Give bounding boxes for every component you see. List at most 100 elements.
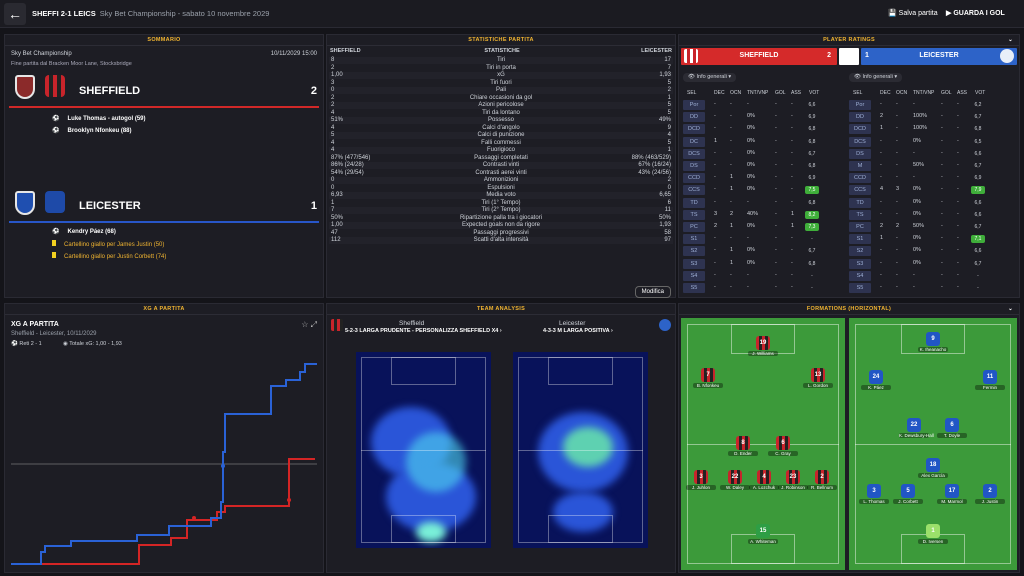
modify-button[interactable]: Modifica [634,286,671,298]
player-rating-row[interactable]: S1 - - - - - - [683,233,843,245]
player-marker[interactable]: 4 A. Lozchuk [749,470,779,490]
rating-value: 7,9 [971,186,985,195]
rating-cell: 0% [747,125,755,132]
player-rating-row[interactable]: TS 3 2 40% - 1 8,2 [683,209,843,221]
player-rating-row[interactable]: DS - - - - - 6,6 [849,148,1009,160]
player-rating-row[interactable]: DC 1 - 0% - - 6,8 [683,136,843,148]
ratings-column-header[interactable]: DEC [714,90,725,96]
save-match-button[interactable]: 💾 Salva partita [888,10,938,17]
player-marker[interactable]: 24 K. Páez [861,370,891,390]
player-marker[interactable]: 11 Fermin [975,370,1005,390]
player-rating-row[interactable]: CCD - 1 0% - - 6,9 [683,172,843,184]
player-rating-row[interactable]: TD - - 0% - - 6,6 [849,197,1009,209]
player-rating-row[interactable]: S2 - - 0% - - 6,6 [849,245,1009,257]
away-team-name[interactable]: LEICESTER [79,200,141,212]
ratings-column-header[interactable]: SEL [687,90,697,96]
ratings-column-header[interactable]: TNT/VNP [913,90,935,96]
ratings-column-header[interactable]: TNT/VNP [747,90,769,96]
player-marker[interactable]: 6 C. Gray [768,436,798,456]
rating-cell: - [941,247,943,254]
rating-cell: - [941,198,943,205]
player-name: M. Marmol [937,499,967,504]
ratings-column-header[interactable]: ASS [957,90,968,96]
ratings-column-header[interactable]: SEL [853,90,863,96]
home-filter-dropdown[interactable]: 👁 Info generali ▾ [683,73,737,82]
player-rating-row[interactable]: S1 1 - 0% - - 7,1 [849,233,1009,245]
player-marker[interactable]: 3 L. Thomas [859,484,889,504]
xg-actions[interactable]: ☆ ⤢ [301,320,317,329]
player-marker[interactable]: 6 T. Doyle [937,418,967,438]
home-formation-link[interactable]: 5-2-3 LARGA PRUDENTE - PERSONALIZZA SHEF… [345,328,502,334]
player-rating-row[interactable]: DCS - - 0% - - 6,5 [849,136,1009,148]
back-button[interactable]: ← [4,3,26,25]
xg-goals: ⚽ Reti 2 - 1 [11,341,42,347]
player-rating-row[interactable]: DCD 1 - 100% - - 6,8 [849,123,1009,135]
rating-cell: - [941,210,943,217]
player-rating-row[interactable]: DCS - - 0% - - 6,7 [683,148,843,160]
away-filter-dropdown[interactable]: 👁 Info generali ▾ [849,73,903,82]
player-marker[interactable]: 7 B. Nfonkeu [693,368,723,388]
position-label: CCD [683,173,705,184]
player-rating-row[interactable]: DS - - 0% - - 6,8 [683,160,843,172]
player-rating-row[interactable]: DCD - - 0% - - 6,8 [683,123,843,135]
player-marker[interactable]: 2 J. Justin [975,484,1005,504]
player-rating-row[interactable]: TD - - - - - 6,8 [683,197,843,209]
rating-cell: - [896,210,898,217]
player-rating-row[interactable]: CCD - - - - - 6,9 [849,172,1009,184]
player-marker[interactable]: 23 J. Robinson [778,470,808,490]
player-marker[interactable]: 15 A. Whiteman [748,524,778,544]
player-rating-row[interactable]: Por - - - - - 6,2 [849,99,1009,111]
player-name: J. Justin [975,499,1005,504]
xg-panel: XG A PARTITA XG A PARTITA ☆ ⤢ Sheffield … [4,303,324,573]
rating-cell: - [957,113,959,120]
player-rating-row[interactable]: M - - 50% - - 6,7 [849,160,1009,172]
player-marker[interactable]: 22 K. Dewsbury-Hall [899,418,934,438]
rating-cell: 50% [913,223,925,229]
ratings-column-header[interactable]: VOT [975,90,986,96]
player-rating-row[interactable]: S4 - - - - - - [849,270,1009,282]
player-rating-row[interactable]: CCS - 1 0% - - 7,5 [683,184,843,196]
stats-row: 2 Tiri in porta 7 [331,64,671,71]
player-rating-row[interactable]: S5 - - - - - - [683,282,843,294]
player-marker[interactable]: 3 J. Juhlon [686,470,716,490]
player-marker[interactable]: 22 W. Daley [720,470,750,490]
watch-goals-button[interactable]: ▶ GUARDA I GOL [946,10,1005,17]
player-marker[interactable]: 19 J. Williams [748,336,778,356]
position-label: DD [849,112,871,123]
player-rating-row[interactable]: S2 - 1 0% - - 6,7 [683,245,843,257]
rating-cell: - [714,271,716,278]
ratings-column-header[interactable]: GOL [775,90,786,96]
player-rating-row[interactable]: CCS 4 3 0% - - 7,9 [849,184,1009,196]
player-marker[interactable]: 2 R. Bellnum [807,470,837,490]
stats-row: 3 Tiri fuori 5 [331,79,671,86]
ratings-column-header[interactable]: VOT [809,90,820,96]
position-label: Por [683,100,705,110]
away-formation-link[interactable]: 4-3-3 M LARGA POSITIVA › [543,328,613,334]
player-marker[interactable]: 17 M. Marmol [937,484,967,504]
rating-cell: 0% [913,137,921,144]
rating-cell: - [957,259,959,266]
player-marker[interactable]: 13 L. Gordon [803,368,833,388]
player-rating-row[interactable]: S3 - 1 0% - - 6,8 [683,258,843,270]
player-rating-row[interactable]: TS - - 0% - - 6,6 [849,209,1009,221]
ratings-column-header[interactable]: OCN [896,90,908,96]
player-rating-row[interactable]: Por - - - - - 6,6 [683,99,843,111]
player-marker[interactable]: 1 D. Iversen [918,524,948,544]
ratings-column-header[interactable]: OCN [730,90,742,96]
shirt-number: 13 [811,368,825,382]
player-marker[interactable]: 8 D. Ender [728,436,758,456]
player-marker[interactable]: 9 K. Iheanacho [918,332,948,352]
player-rating-row[interactable]: S3 - - 0% - - 6,7 [849,258,1009,270]
player-rating-row[interactable]: DD 2 - 100% - - 6,7 [849,111,1009,123]
player-rating-row[interactable]: PC 2 1 0% - 1 7,3 [683,221,843,233]
ratings-column-header[interactable]: DEC [880,90,891,96]
ratings-column-header[interactable]: GOL [941,90,952,96]
player-rating-row[interactable]: PC 2 2 50% - - 6,7 [849,221,1009,233]
home-team-name[interactable]: SHEFFIELD [79,85,141,97]
ratings-column-header[interactable]: ASS [791,90,802,96]
player-rating-row[interactable]: S4 - - - - - - [683,270,843,282]
player-rating-row[interactable]: DD - - 0% - - 6,9 [683,111,843,123]
player-rating-row[interactable]: S5 - - - - - - [849,282,1009,294]
player-marker[interactable]: 5 J. Corbett [893,484,923,504]
player-marker[interactable]: 18 Alex García [918,458,948,478]
